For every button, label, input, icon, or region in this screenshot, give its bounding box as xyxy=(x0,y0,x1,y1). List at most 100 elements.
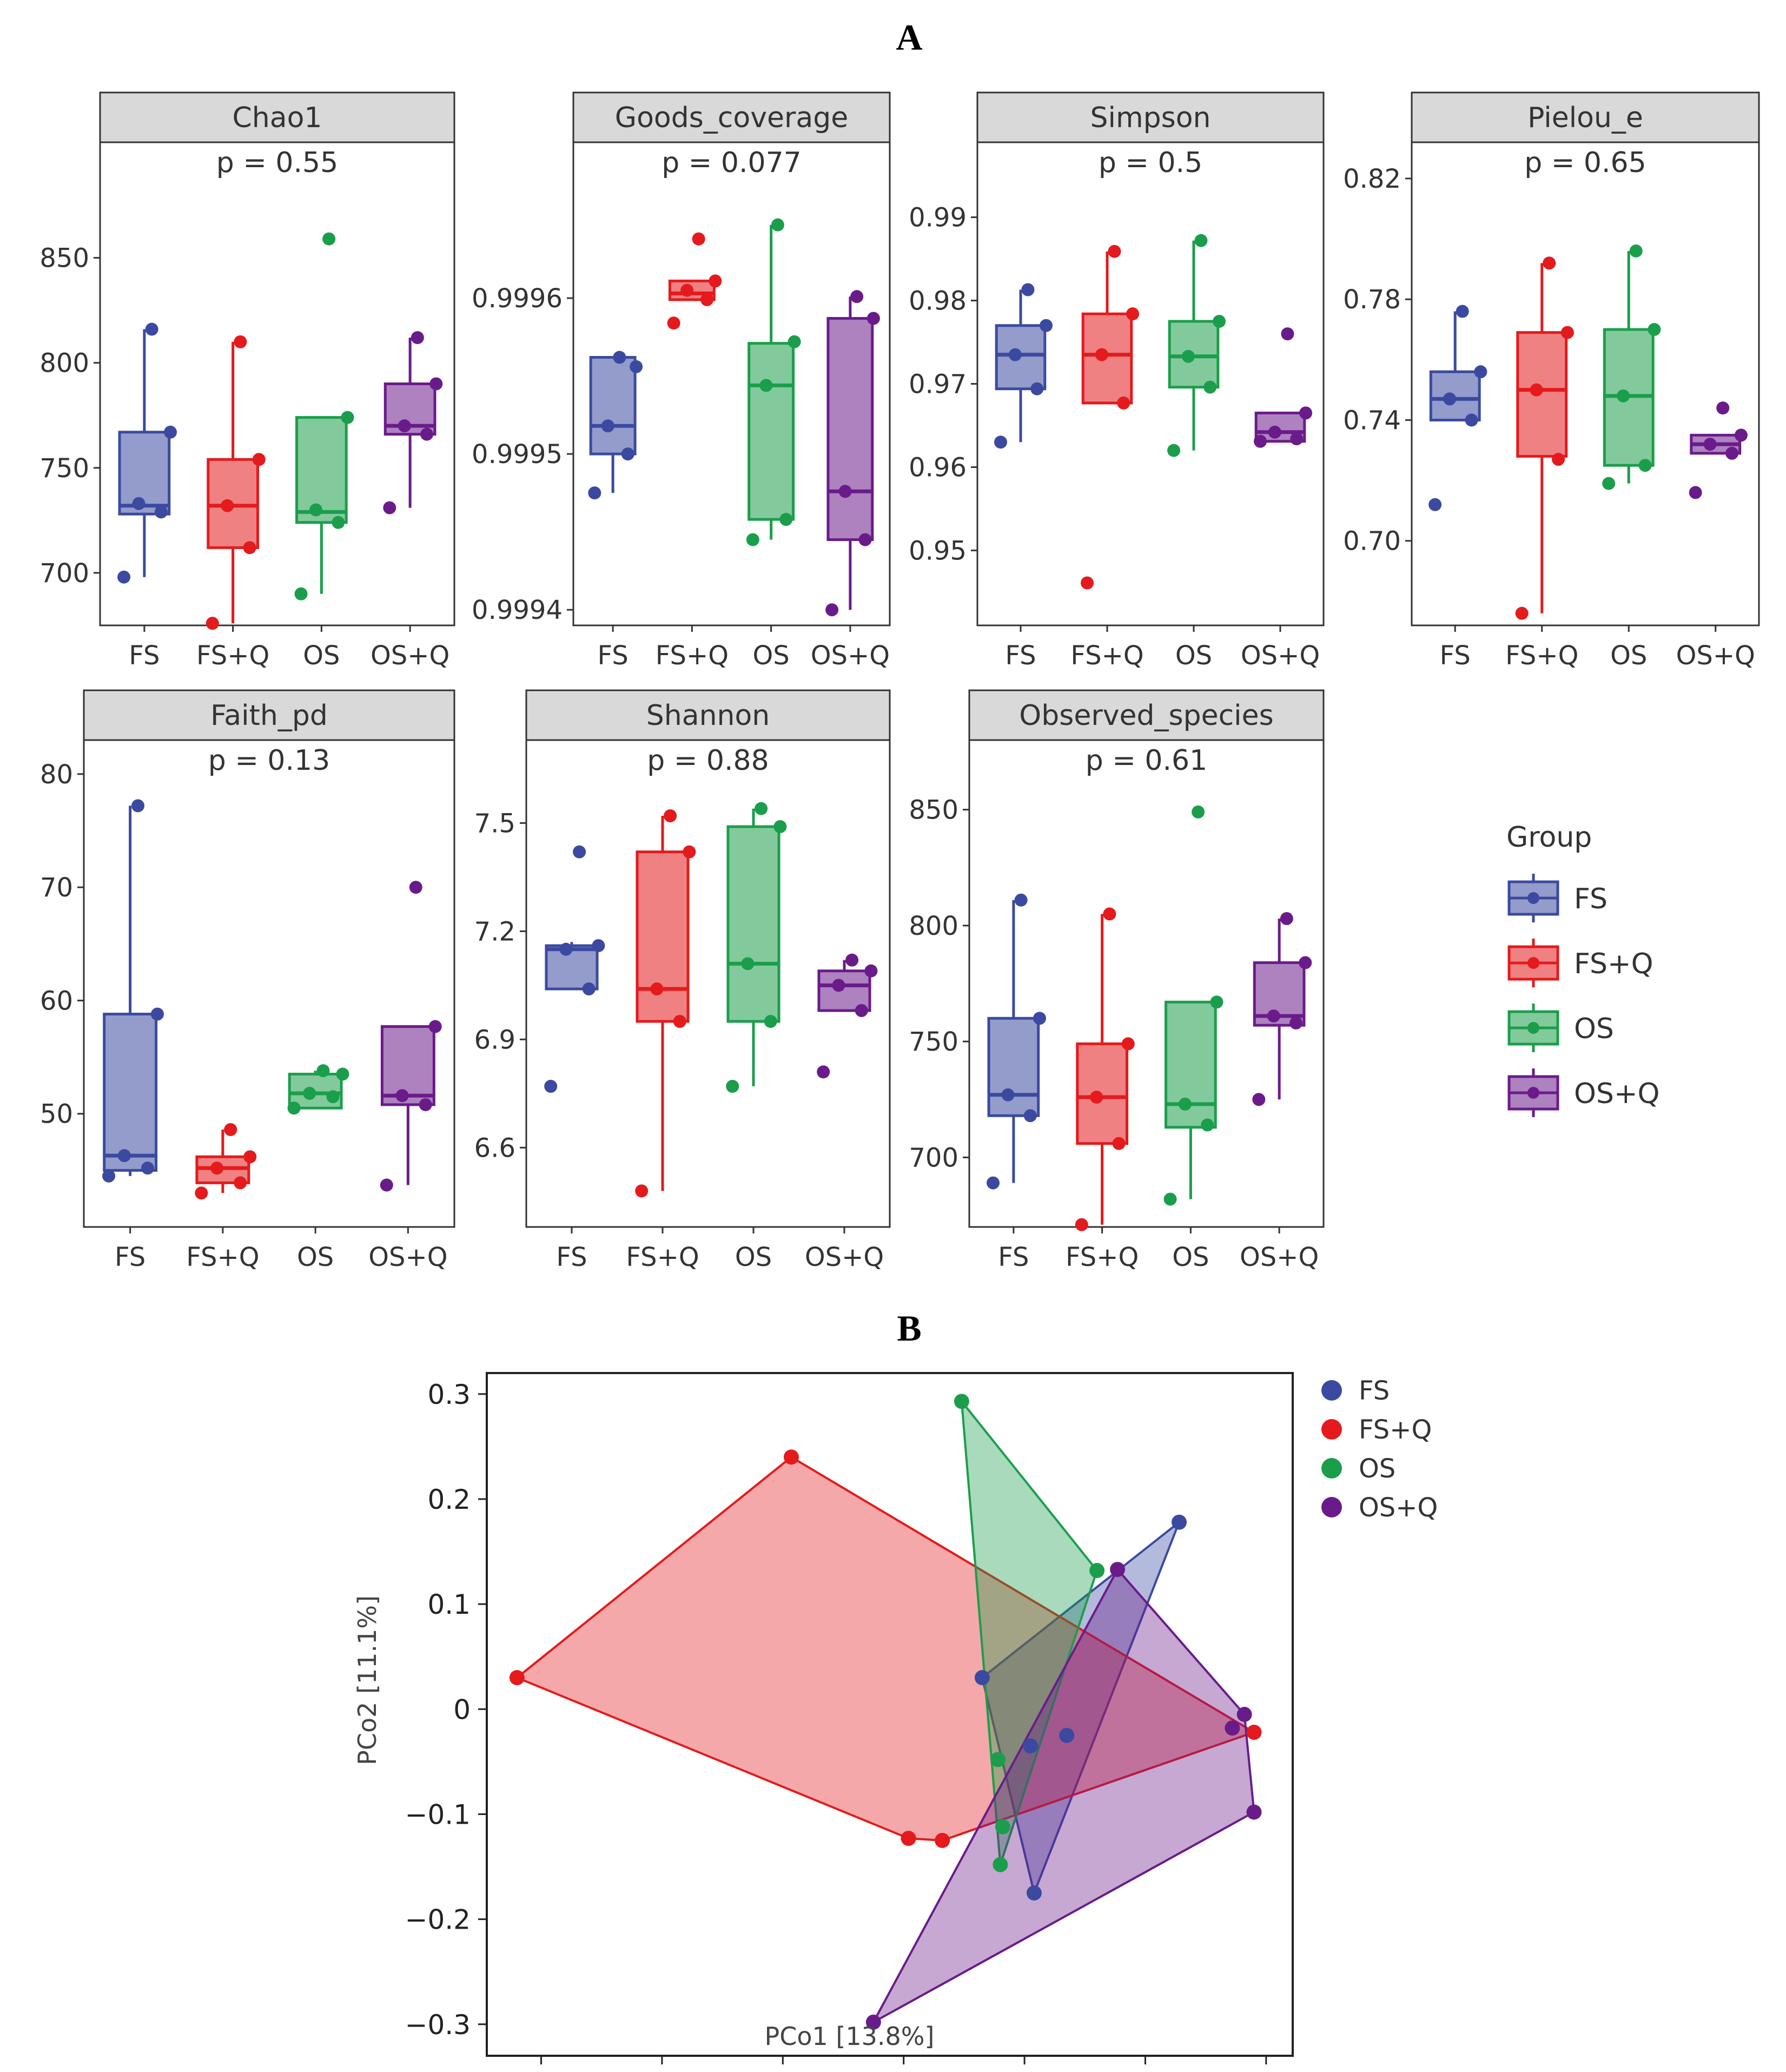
box-point xyxy=(117,570,131,584)
boxplot-panel: Chao1 p = 0.55 700 750 800 850 FS FS+Q OS OS+Q xyxy=(39,91,455,671)
sample-point xyxy=(1110,1562,1126,1578)
y-tick-label: 0.98 xyxy=(909,286,967,316)
group-hull xyxy=(514,1455,1257,1842)
box-point xyxy=(336,1067,349,1081)
box-point xyxy=(154,505,168,519)
box-point xyxy=(1602,477,1616,490)
box-point xyxy=(131,799,145,813)
box xyxy=(1429,370,1481,421)
panel-strip xyxy=(99,91,455,143)
box-point xyxy=(1443,392,1457,406)
legend-key-point xyxy=(1527,1022,1539,1034)
box-point xyxy=(1121,1037,1135,1051)
box-point xyxy=(621,447,634,461)
box-point xyxy=(1281,327,1294,341)
box-point xyxy=(1252,1093,1266,1106)
sample-point xyxy=(1026,1885,1042,1901)
panel-strip xyxy=(968,689,1325,741)
y-tick-label: 0.9994 xyxy=(472,595,563,625)
panel-strip xyxy=(1411,91,1760,143)
pcoa-legend-marker xyxy=(1321,1419,1342,1440)
box-point xyxy=(1213,315,1226,328)
y-tick-label: 0.97 xyxy=(909,369,967,400)
box xyxy=(380,1025,435,1106)
y-tick-label: 0.3 xyxy=(427,1379,471,1410)
box-point xyxy=(316,1064,330,1078)
x-tick-label: OS xyxy=(735,1242,772,1272)
group-legend: Group FS FS+Q OS OS+Q xyxy=(1506,821,1659,1117)
box-point xyxy=(1103,907,1116,921)
boxplot-panel: Faith_pdp = 0.13 50 60 70 80 FS FS+Q OS OS+Q xyxy=(40,689,455,1272)
box-point xyxy=(1638,459,1652,472)
sample-point xyxy=(935,1832,950,1848)
box-point xyxy=(755,802,768,815)
box-point xyxy=(428,1020,442,1033)
box-point xyxy=(1560,326,1574,339)
panel-label-a: A xyxy=(896,17,922,58)
x-tick-label: FS xyxy=(1005,641,1036,671)
box xyxy=(1165,1000,1217,1129)
x-tick-label: OS+Q xyxy=(805,1242,884,1272)
box xyxy=(987,1017,1040,1117)
y-tick-label: 0.95 xyxy=(909,536,967,566)
box-point xyxy=(692,232,705,246)
y-tick-label: 80 xyxy=(40,760,73,790)
panel-title: Goods_coverage xyxy=(615,102,848,134)
box-point xyxy=(150,1007,164,1021)
box-point xyxy=(825,603,839,617)
sample-point xyxy=(1246,1804,1262,1820)
x-tick-label: OS xyxy=(753,641,790,671)
box-point xyxy=(1108,245,1121,258)
box-point xyxy=(341,411,354,424)
box-point xyxy=(1075,1218,1088,1231)
p-value: p = 0.61 xyxy=(1086,744,1207,777)
y-tick-label: 6.9 xyxy=(474,1025,515,1055)
box xyxy=(1516,331,1568,458)
sample-point xyxy=(1059,1727,1075,1743)
box-point xyxy=(243,1150,257,1164)
pcoa-legend-label: FS+Q xyxy=(1359,1415,1432,1445)
box-point xyxy=(102,1169,116,1183)
box-point xyxy=(1289,1016,1303,1030)
legend-key-point xyxy=(1527,892,1539,904)
panel-title: Faith_pd xyxy=(210,700,328,732)
boxplot-panel: Pielou_ep = 0.65 0.70 0.74 0.78 0.82 FS FS+Q OS… xyxy=(1343,91,1760,671)
p-value: p = 0.5 xyxy=(1099,147,1202,179)
box-point xyxy=(1543,256,1556,270)
x-tick-label: OS+Q xyxy=(1676,641,1755,671)
box-point xyxy=(1267,1009,1280,1022)
box-point xyxy=(1033,1012,1047,1025)
box-point xyxy=(1203,380,1217,394)
x-tick-label: FS+Q xyxy=(1505,641,1578,671)
box-point xyxy=(303,1087,316,1100)
box-point xyxy=(206,617,219,630)
box-point xyxy=(1299,956,1312,969)
pcoa-frame xyxy=(486,1372,1294,2057)
box-point xyxy=(1090,1091,1103,1104)
group-hull xyxy=(960,1398,1099,1865)
box-point xyxy=(132,497,145,510)
box-point xyxy=(1179,1097,1192,1111)
legend-label: FS+Q xyxy=(1574,948,1653,980)
y-tick-label: 750 xyxy=(39,453,89,484)
box-point xyxy=(326,1090,340,1104)
box xyxy=(748,342,795,521)
box-point xyxy=(294,587,308,601)
box-point xyxy=(866,312,880,325)
box-point xyxy=(117,1149,131,1163)
box-point xyxy=(817,1065,830,1079)
x-tick-label: OS xyxy=(1175,641,1212,671)
box xyxy=(589,356,637,456)
box xyxy=(817,969,871,1012)
y-tick-label: 700 xyxy=(909,1143,958,1173)
box-point xyxy=(630,360,643,373)
box-point xyxy=(601,419,614,433)
legend-key xyxy=(1507,1004,1559,1052)
y-tick-label: −0.2 xyxy=(405,1904,471,1936)
box-point xyxy=(1008,348,1022,361)
x-tick-label: FS xyxy=(115,1242,145,1272)
panel-title: Chao1 xyxy=(232,102,322,134)
sample-point xyxy=(901,1831,916,1846)
